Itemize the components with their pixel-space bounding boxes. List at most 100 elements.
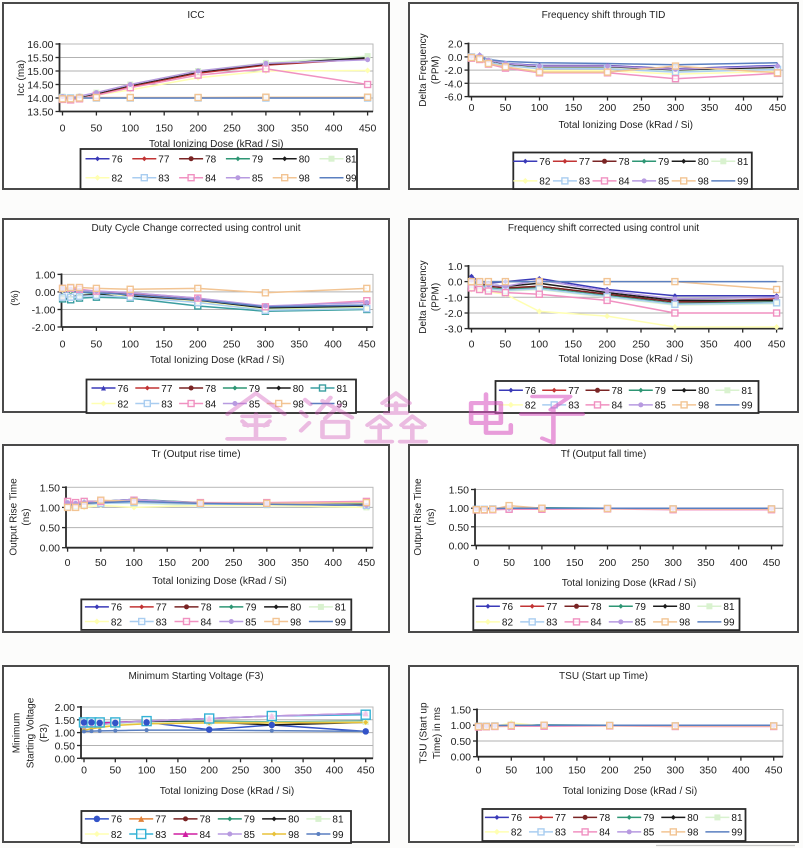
svg-text:79: 79 — [252, 155, 264, 166]
svg-text:Minimum Starting Voltage (F3): Minimum Starting Voltage (F3) — [128, 671, 263, 682]
svg-text:82: 82 — [525, 401, 537, 412]
svg-text:81: 81 — [723, 602, 735, 613]
svg-text:82: 82 — [112, 174, 124, 185]
svg-text:-2.0: -2.0 — [444, 65, 462, 77]
svg-text:400: 400 — [325, 123, 343, 135]
svg-text:81: 81 — [335, 603, 347, 614]
svg-text:98: 98 — [679, 618, 691, 629]
svg-text:Minimum: Minimum — [12, 713, 23, 754]
svg-text:84: 84 — [591, 618, 603, 629]
svg-text:400: 400 — [324, 339, 342, 351]
svg-text:100: 100 — [138, 765, 156, 777]
svg-text:0.0: 0.0 — [448, 277, 463, 289]
svg-text:150: 150 — [565, 102, 583, 114]
svg-text:83: 83 — [546, 618, 558, 629]
svg-text:Duty Cycle Change corrected us: Duty Cycle Change corrected using contro… — [92, 223, 301, 234]
svg-text:0: 0 — [81, 765, 87, 777]
svg-text:78: 78 — [612, 386, 624, 397]
svg-text:0.00: 0.00 — [449, 541, 470, 553]
svg-text:98: 98 — [288, 830, 300, 841]
svg-text:50: 50 — [91, 339, 103, 351]
svg-text:250: 250 — [634, 765, 652, 777]
svg-text:81: 81 — [737, 157, 749, 168]
svg-text:400: 400 — [324, 557, 342, 569]
svg-text:83: 83 — [579, 177, 591, 188]
svg-text:85: 85 — [658, 177, 670, 188]
svg-text:ICC: ICC — [187, 10, 204, 21]
svg-text:81: 81 — [741, 386, 753, 397]
svg-text:0.00: 0.00 — [55, 753, 76, 765]
svg-text:80: 80 — [698, 157, 710, 168]
svg-text:82: 82 — [118, 399, 130, 410]
svg-text:400: 400 — [734, 339, 752, 351]
svg-text:83: 83 — [161, 399, 173, 410]
svg-text:84: 84 — [200, 830, 212, 841]
svg-text:50: 50 — [500, 102, 512, 114]
svg-text:83: 83 — [568, 401, 580, 412]
svg-text:1.00: 1.00 — [40, 502, 61, 514]
svg-text:1.00: 1.00 — [451, 720, 472, 732]
svg-text:82: 82 — [502, 618, 514, 629]
svg-text:99: 99 — [332, 830, 344, 841]
svg-text:82: 82 — [111, 617, 123, 628]
svg-text:2.0: 2.0 — [448, 39, 463, 51]
svg-text:50: 50 — [503, 557, 515, 569]
svg-text:450: 450 — [769, 102, 787, 114]
svg-text:200: 200 — [598, 339, 616, 351]
svg-text:300: 300 — [666, 339, 684, 351]
svg-text:(ns): (ns) — [426, 508, 437, 525]
svg-text:85: 85 — [249, 399, 261, 410]
svg-text:Starting Voltage: Starting Voltage — [26, 697, 37, 768]
svg-text:85: 85 — [643, 828, 655, 839]
svg-text:14.00: 14.00 — [27, 93, 53, 105]
svg-text:50: 50 — [505, 765, 517, 777]
svg-text:150: 150 — [566, 557, 584, 569]
svg-text:(PPM): (PPM) — [431, 56, 442, 84]
svg-text:Total Ionizing Dose (kRad / Si: Total Ionizing Dose (kRad / Si) — [149, 139, 284, 150]
svg-text:76: 76 — [118, 384, 130, 395]
svg-text:16.00: 16.00 — [27, 39, 53, 51]
svg-text:85: 85 — [252, 174, 264, 185]
svg-text:83: 83 — [155, 830, 167, 841]
svg-text:0: 0 — [60, 339, 66, 351]
svg-text:98: 98 — [299, 174, 311, 185]
svg-text:76: 76 — [111, 815, 123, 826]
svg-text:200: 200 — [200, 765, 218, 777]
svg-text:350: 350 — [290, 339, 308, 351]
svg-text:78: 78 — [591, 602, 603, 613]
svg-text:Total Ionizing Dose (kRad / Si: Total Ionizing Dose (kRad / Si) — [558, 354, 693, 365]
svg-text:0.50: 0.50 — [55, 741, 76, 753]
svg-text:2.00: 2.00 — [55, 702, 76, 714]
svg-text:350: 350 — [701, 102, 719, 114]
svg-text:13.50: 13.50 — [27, 107, 53, 119]
svg-text:85: 85 — [244, 830, 256, 841]
svg-text:350: 350 — [291, 557, 309, 569]
svg-text:84: 84 — [599, 828, 611, 839]
svg-text:82: 82 — [539, 177, 551, 188]
svg-text:98: 98 — [293, 399, 305, 410]
svg-text:1.00: 1.00 — [35, 269, 56, 281]
svg-text:77: 77 — [579, 157, 591, 168]
svg-text:80: 80 — [293, 384, 305, 395]
svg-text:99: 99 — [741, 401, 753, 412]
svg-text:350: 350 — [700, 339, 718, 351]
svg-text:0.0: 0.0 — [448, 52, 463, 64]
svg-text:-1.0: -1.0 — [444, 292, 462, 304]
svg-text:0: 0 — [476, 765, 482, 777]
svg-text:(PPM): (PPM) — [431, 283, 442, 311]
svg-text:1.50: 1.50 — [451, 705, 472, 717]
svg-text:80: 80 — [687, 813, 699, 824]
svg-text:78: 78 — [205, 155, 217, 166]
svg-text:0.00: 0.00 — [40, 543, 61, 555]
svg-text:150: 150 — [564, 339, 582, 351]
svg-text:450: 450 — [763, 557, 781, 569]
svg-text:0.00: 0.00 — [451, 752, 472, 764]
svg-text:350: 350 — [697, 557, 715, 569]
svg-text:Output Rise Time: Output Rise Time — [9, 478, 20, 556]
svg-text:78: 78 — [205, 384, 217, 395]
svg-text:100: 100 — [531, 339, 549, 351]
svg-text:80: 80 — [288, 815, 300, 826]
svg-text:Total Ionizing Dose (kRad / Si: Total Ionizing Dose (kRad / Si) — [160, 786, 295, 797]
svg-text:85: 85 — [635, 618, 647, 629]
svg-text:99: 99 — [337, 399, 349, 410]
